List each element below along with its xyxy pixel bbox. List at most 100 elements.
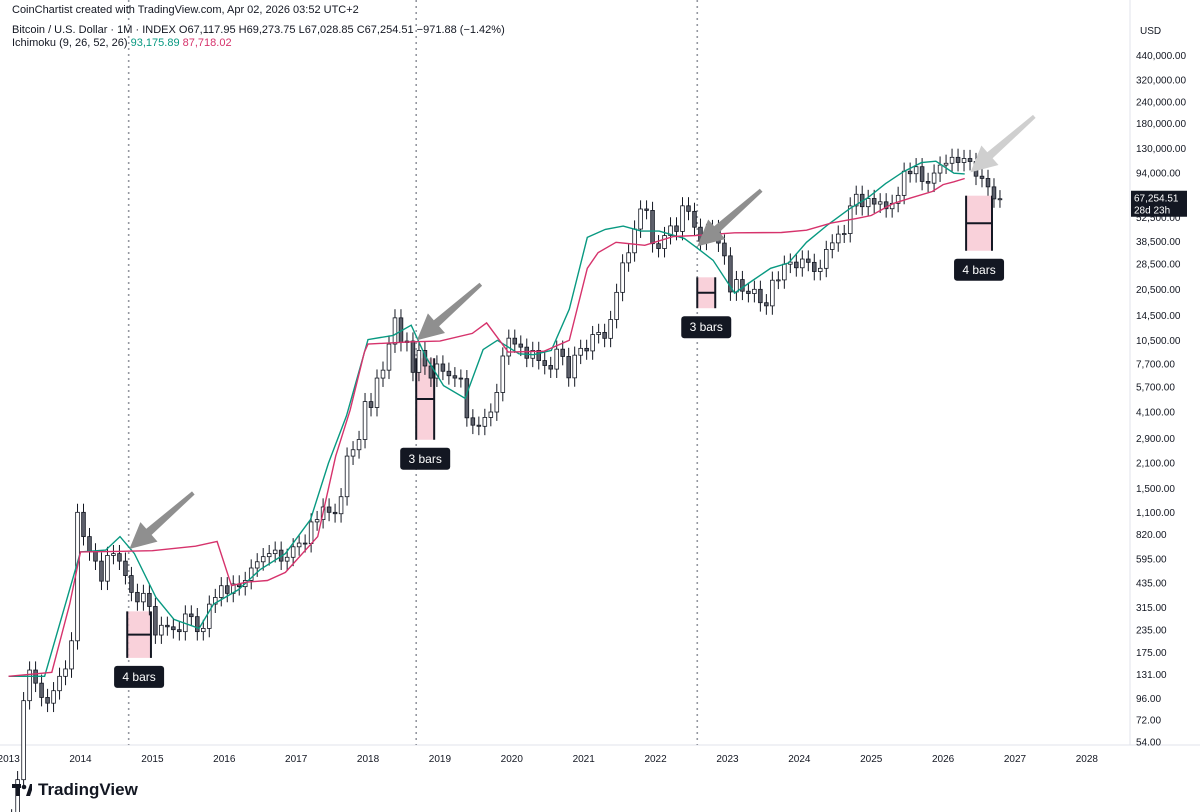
candle [81, 511, 86, 538]
candle [332, 511, 338, 515]
price-tick-label: 96.00 [1136, 694, 1161, 705]
year-tick-label: 2018 [357, 754, 380, 765]
year-tick-label: 2023 [716, 754, 739, 765]
candle [476, 424, 482, 427]
candle [51, 690, 56, 704]
candle [123, 560, 128, 576]
candle [380, 369, 386, 379]
candle [662, 235, 667, 249]
candle [536, 350, 541, 361]
candle [824, 249, 829, 269]
bars-label-2: 3 bars [690, 320, 723, 334]
candle [135, 591, 140, 603]
candle [901, 170, 907, 196]
candle [806, 258, 811, 263]
candle [590, 334, 595, 352]
indicator-value-base: 87,718.02 [182, 37, 232, 49]
candle [542, 360, 547, 366]
candle [290, 546, 296, 558]
candle [254, 561, 260, 569]
candle [165, 624, 170, 628]
candle [818, 267, 823, 272]
year-tick-label: 2027 [1004, 754, 1027, 765]
candle [272, 549, 278, 555]
candle [27, 669, 32, 702]
candle [195, 616, 200, 633]
candle [692, 210, 697, 228]
candle [865, 198, 871, 208]
candle [829, 242, 835, 250]
candle [213, 597, 218, 605]
candle [260, 556, 266, 563]
bar-countdown: 28d 23h [1134, 206, 1170, 217]
price-tick-label: 4,100.00 [1136, 408, 1175, 419]
price-tick-label: 54.00 [1136, 738, 1161, 749]
candle [248, 567, 254, 581]
bars-label-bg-0 [114, 665, 165, 688]
tradingview-logo-icon [12, 784, 32, 796]
price-tick-label: 1,500.00 [1136, 484, 1175, 495]
candle [602, 332, 607, 339]
change-value: −971.88 (−1.42%) [416, 24, 505, 36]
candle [554, 348, 559, 370]
candle [680, 205, 685, 232]
candle [644, 208, 649, 211]
price-axis: USD 440,000.00 320,000.00 240,000.00 180,000… [1136, 26, 1186, 749]
candle [560, 348, 565, 357]
price-tick-label: 2,900.00 [1136, 434, 1175, 445]
price-tick-label: 20,500.00 [1136, 285, 1181, 296]
candle [650, 210, 655, 245]
candle [159, 624, 164, 636]
candle [752, 288, 757, 294]
price-tick-label: 7,700.00 [1136, 359, 1175, 370]
candle [494, 392, 500, 413]
candle [943, 162, 949, 166]
candle [207, 603, 212, 629]
price-tick-label: 1,100.00 [1136, 508, 1175, 519]
tradingview-logo[interactable]: TradingView [12, 780, 138, 800]
candle [770, 279, 775, 307]
candle [794, 261, 799, 269]
candle [913, 166, 919, 175]
candle [147, 592, 152, 607]
candle [949, 156, 955, 164]
open-value: O67,117.95 [178, 24, 236, 36]
year-tick-label: 2022 [644, 754, 667, 765]
candle [356, 439, 362, 451]
candle [500, 355, 506, 393]
indicator-label: Ichimoku (9, 26, 52, 26) [12, 37, 128, 49]
candle [596, 332, 601, 335]
year-tick-label: 2025 [860, 754, 883, 765]
candle [614, 291, 619, 320]
price-tick-label: 72.00 [1136, 716, 1161, 727]
candle [512, 337, 518, 345]
bars-label-1: 3 bars [409, 452, 442, 466]
indicator-legend[interactable]: Ichimoku (9, 26, 52, 26) 93,175.89 87,71… [12, 37, 232, 49]
candle [458, 377, 464, 380]
candle [961, 158, 967, 163]
year-tick-label: 2019 [429, 754, 452, 765]
candle [955, 156, 961, 163]
candle [219, 585, 224, 598]
candle [314, 519, 320, 523]
candle [782, 263, 787, 281]
candle [740, 279, 745, 292]
candle [93, 551, 98, 562]
annotation-boxes [126, 195, 993, 658]
candle [871, 198, 877, 205]
candle [75, 511, 80, 642]
candle [63, 668, 68, 677]
candle [841, 233, 847, 235]
price-tick-label: 440,000.00 [1136, 51, 1186, 62]
candle [117, 553, 122, 562]
candle [895, 194, 901, 204]
arrow-0 [129, 491, 195, 549]
candle [374, 377, 380, 408]
base-line [8, 177, 965, 677]
candle [308, 521, 314, 544]
price-tick-label: 94,000.00 [1136, 169, 1181, 180]
price-tick-label: 820.00 [1136, 530, 1167, 541]
candle [488, 411, 494, 418]
candle [776, 279, 781, 282]
